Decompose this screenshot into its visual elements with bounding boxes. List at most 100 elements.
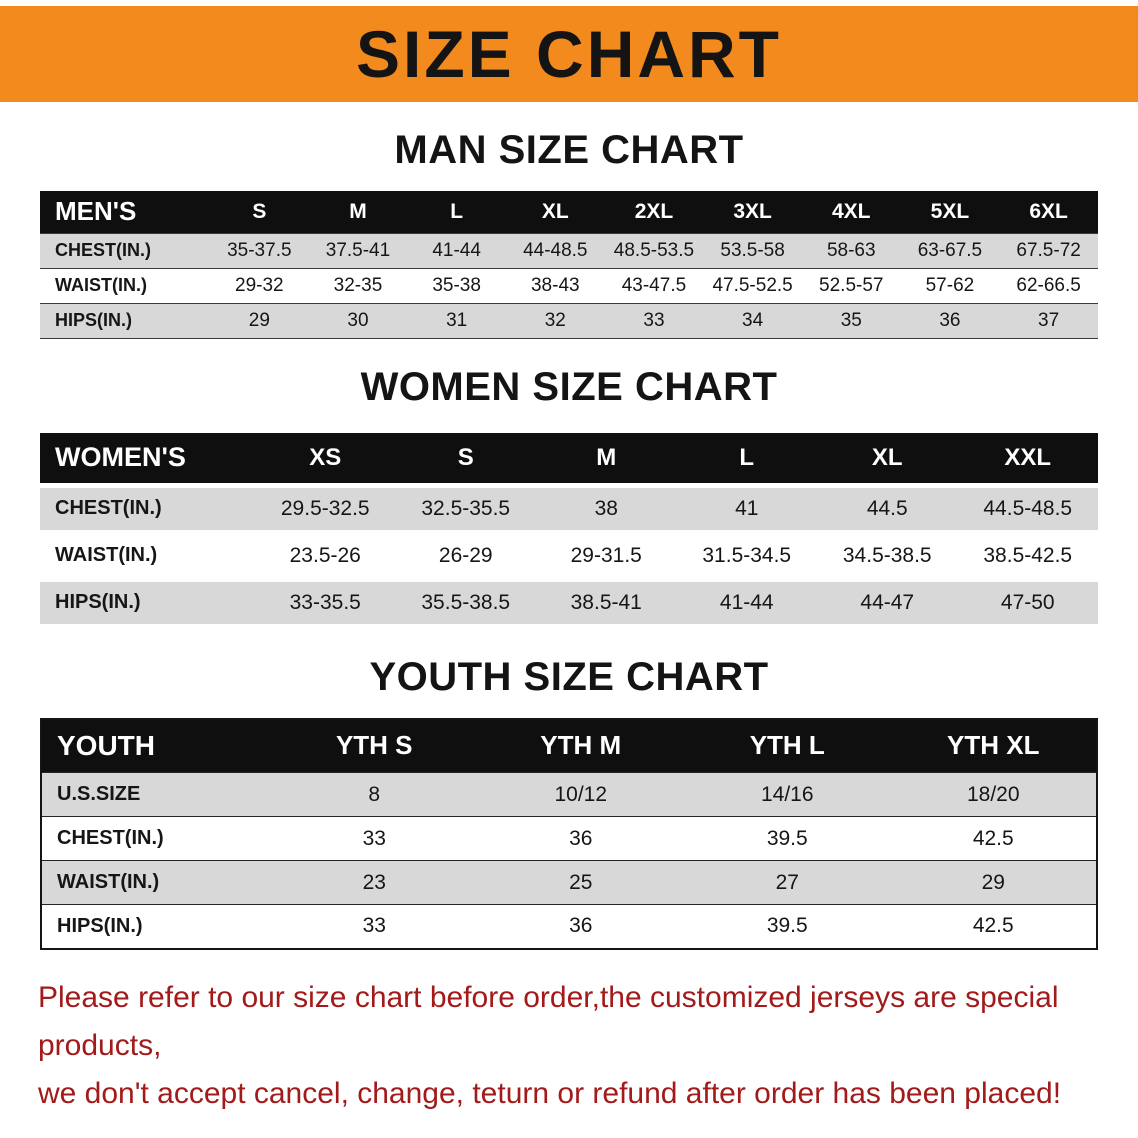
men-header-row: MEN'S S M L XL 2XL 3XL 4XL 5XL 6XL bbox=[40, 191, 1098, 233]
men-row-chest-in: CHEST(IN.) 35-37.5 37.5-41 41-44 44-48.5 48.5… bbox=[40, 233, 1098, 268]
page-title: SIZE CHART bbox=[356, 17, 782, 91]
size-value: 42.5 bbox=[890, 904, 1097, 949]
measure-label: U.S.SIZE bbox=[41, 772, 271, 817]
size-value: 41 bbox=[735, 496, 759, 520]
men-size-col-xl: XL bbox=[505, 191, 605, 233]
size-value: 8 bbox=[271, 772, 478, 817]
size-value: 32-35 bbox=[333, 274, 383, 296]
women-chart-title: WOMEN SIZE CHART bbox=[360, 364, 778, 409]
charts-container: MAN SIZE CHART MEN'S S M L XL 2XL 3XL 4XL 5XL 6XL C… bbox=[0, 128, 1138, 950]
youth-row-u-s-size: U.S.SIZE 8 10/12 14/16 18/20 bbox=[41, 772, 1097, 817]
size-value: 36 bbox=[477, 904, 684, 949]
measure-label: WAIST(IN.) bbox=[55, 544, 158, 566]
disclaimer-line-2: we don't accept cancel, change, teturn o… bbox=[38, 1076, 1062, 1110]
size-value: 47-50 bbox=[1000, 590, 1055, 614]
size-value: 37.5-41 bbox=[325, 239, 391, 261]
women-row-waist-in: WAIST(IN.) 23.5-26 26-29 29-31.5 31.5-34.5 34… bbox=[40, 535, 1098, 577]
size-value: 31.5-34.5 bbox=[702, 543, 792, 567]
size-value: 42.5 bbox=[890, 816, 1097, 861]
women-header-row: WOMEN'S XS S M L XL XXL bbox=[40, 432, 1098, 483]
size-value: 43-47.5 bbox=[621, 274, 687, 296]
size-value: 31 bbox=[446, 309, 468, 331]
men-size-col-3xl: 3XL bbox=[703, 191, 802, 233]
size-value: 35.5-38.5 bbox=[421, 590, 511, 614]
disclaimer-line-1: Please refer to our size chart before or… bbox=[38, 980, 1059, 1062]
men-row-waist-in: WAIST(IN.) 29-32 32-35 35-38 38-43 43-47.5 47.… bbox=[40, 268, 1098, 303]
size-value: 39.5 bbox=[684, 816, 891, 861]
section-women-size-chart: WOMEN SIZE CHART WOMEN'S XS S M L XL XXL CHEST(I… bbox=[0, 365, 1138, 629]
youth-size-col-yth-s: YTH S bbox=[271, 718, 478, 773]
size-value: 23 bbox=[271, 860, 478, 905]
youth-size-col-yth-xl: YTH XL bbox=[890, 718, 1097, 773]
disclaimer: Please refer to our size chart before or… bbox=[38, 974, 1100, 1118]
women-size-col-xxl: XXL bbox=[957, 432, 1098, 483]
women-size-col-xs: XS bbox=[255, 432, 396, 483]
men-size-col-s: S bbox=[210, 191, 309, 233]
youth-row-chest-in: CHEST(IN.) 33 36 39.5 42.5 bbox=[41, 816, 1097, 861]
size-value: 29 bbox=[890, 860, 1097, 905]
measure-label: CHEST(IN.) bbox=[55, 497, 162, 519]
size-value: 33 bbox=[643, 309, 665, 331]
men-size-col-l: L bbox=[407, 191, 506, 233]
size-value: 34 bbox=[742, 309, 764, 331]
youth-header-row: YOUTH YTH S YTH M YTH L YTH XL bbox=[41, 718, 1097, 773]
size-chart-page: SIZE CHART MAN SIZE CHART MEN'S S M L XL 2XL 3X… bbox=[0, 6, 1138, 1118]
size-value: 33-35.5 bbox=[289, 590, 361, 614]
men-chart-title: MAN SIZE CHART bbox=[394, 128, 744, 172]
size-value: 18/20 bbox=[890, 772, 1097, 817]
size-value: 41-44 bbox=[432, 239, 481, 261]
youth-size-col-yth-m: YTH M bbox=[477, 718, 684, 773]
women-size-table: WOMEN'S XS S M L XL XXL CHEST(IN.) 29.5-32.5 32.5… bbox=[40, 428, 1098, 629]
size-value: 63-67.5 bbox=[917, 239, 983, 261]
men-size-col-2xl: 2XL bbox=[604, 191, 704, 233]
youth-table-label: YOUTH bbox=[41, 718, 271, 773]
size-value: 38-43 bbox=[530, 274, 580, 296]
size-value: 36 bbox=[939, 309, 961, 331]
size-value: 32.5-35.5 bbox=[421, 496, 511, 520]
size-value: 35-37.5 bbox=[227, 239, 292, 261]
size-value: 29-32 bbox=[235, 274, 284, 296]
size-value: 35-38 bbox=[432, 274, 481, 296]
size-value: 33 bbox=[271, 904, 478, 949]
size-value: 23.5-26 bbox=[289, 543, 361, 567]
women-row-hips-in: HIPS(IN.) 33-35.5 35.5-38.5 38.5-41 41-44 44-… bbox=[40, 581, 1098, 624]
men-size-col-5xl: 5XL bbox=[900, 191, 1000, 233]
size-value: 29.5-32.5 bbox=[280, 496, 370, 520]
size-chart-banner: SIZE CHART bbox=[0, 6, 1138, 102]
size-value: 29 bbox=[248, 309, 270, 331]
men-size-col-6xl: 6XL bbox=[999, 191, 1098, 233]
size-value: 67.5-72 bbox=[1016, 239, 1081, 261]
men-table-label: MEN'S bbox=[40, 191, 210, 233]
size-value: 44-48.5 bbox=[523, 239, 588, 261]
youth-row-waist-in: WAIST(IN.) 23 25 27 29 bbox=[41, 860, 1097, 905]
measure-label: HIPS(IN.) bbox=[55, 591, 141, 613]
measure-label: CHEST(IN.) bbox=[55, 240, 151, 260]
youth-chart-title: YOUTH SIZE CHART bbox=[369, 654, 769, 699]
size-value: 44-47 bbox=[860, 590, 915, 614]
size-value: 34.5-38.5 bbox=[842, 543, 932, 567]
size-value: 33 bbox=[271, 816, 478, 861]
size-value: 44.5 bbox=[866, 496, 908, 520]
youth-row-hips-in: HIPS(IN.) 33 36 39.5 42.5 bbox=[41, 904, 1097, 949]
section-men-size-chart: MAN SIZE CHART MEN'S S M L XL 2XL 3XL 4XL 5XL 6XL C… bbox=[0, 128, 1138, 339]
size-value: 41-44 bbox=[719, 590, 774, 614]
size-value: 53.5-58 bbox=[720, 239, 785, 261]
youth-size-table: YOUTH YTH S YTH M YTH L YTH XL U.S.SIZE 8 10/12… bbox=[40, 717, 1098, 950]
size-value: 29-31.5 bbox=[570, 543, 642, 567]
measure-label: CHEST(IN.) bbox=[41, 816, 271, 861]
size-value: 26-29 bbox=[438, 543, 493, 567]
size-value: 38 bbox=[594, 496, 618, 520]
measure-label: HIPS(IN.) bbox=[55, 310, 133, 330]
size-value: 38.5-41 bbox=[570, 590, 642, 614]
youth-size-col-yth-l: YTH L bbox=[684, 718, 891, 773]
size-value: 62-66.5 bbox=[1016, 274, 1081, 296]
size-value: 38.5-42.5 bbox=[983, 543, 1073, 567]
men-size-table: MEN'S S M L XL 2XL 3XL 4XL 5XL 6XL CHEST(IN.) 35-37… bbox=[40, 191, 1098, 339]
size-value: 44.5-48.5 bbox=[983, 496, 1073, 520]
size-value: 32 bbox=[544, 309, 566, 331]
women-row-chest-in: CHEST(IN.) 29.5-32.5 32.5-35.5 38 41 44.5 44.5… bbox=[40, 487, 1098, 530]
size-value: 25 bbox=[477, 860, 684, 905]
size-value: 39.5 bbox=[684, 904, 891, 949]
size-value: 14/16 bbox=[684, 772, 891, 817]
section-youth-size-chart: YOUTH SIZE CHART YOUTH YTH S YTH M YTH L YTH … bbox=[0, 655, 1138, 950]
